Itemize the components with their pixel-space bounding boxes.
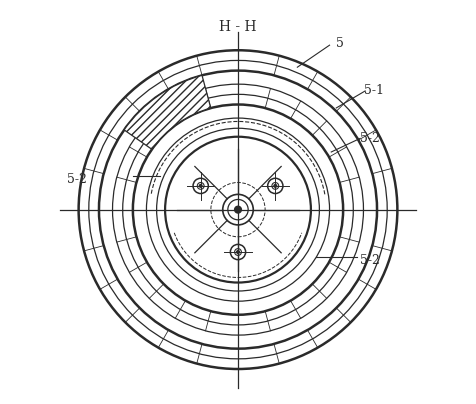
Circle shape bbox=[274, 185, 277, 187]
Circle shape bbox=[235, 206, 241, 213]
Circle shape bbox=[199, 185, 202, 187]
Text: H - H: H - H bbox=[219, 19, 257, 34]
Text: 5: 5 bbox=[336, 37, 344, 50]
Wedge shape bbox=[124, 75, 211, 149]
Text: 5-1: 5-1 bbox=[364, 84, 384, 97]
Text: 5-2: 5-2 bbox=[67, 173, 87, 185]
Text: 5-2: 5-2 bbox=[360, 132, 380, 145]
Text: 5-2: 5-2 bbox=[360, 254, 380, 267]
Circle shape bbox=[237, 250, 239, 253]
